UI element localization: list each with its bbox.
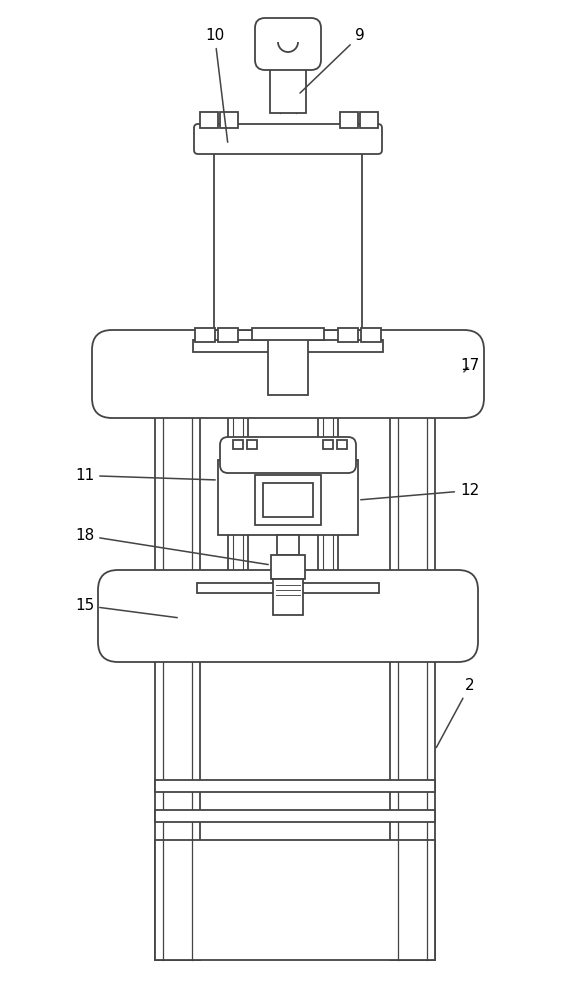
- Bar: [247, 440, 257, 449]
- Bar: [218, 328, 238, 342]
- Bar: [220, 112, 238, 128]
- Text: 15: 15: [75, 598, 177, 618]
- Bar: [361, 328, 381, 342]
- Bar: [255, 475, 321, 525]
- Text: 10: 10: [205, 28, 228, 142]
- Bar: [195, 328, 215, 342]
- Bar: [318, 395, 338, 583]
- Bar: [270, 55, 306, 113]
- Text: 9: 9: [300, 28, 365, 93]
- Bar: [193, 340, 383, 352]
- FancyBboxPatch shape: [220, 437, 356, 473]
- Bar: [271, 555, 305, 579]
- FancyBboxPatch shape: [194, 124, 382, 154]
- Bar: [252, 328, 324, 340]
- Text: 12: 12: [361, 483, 479, 500]
- Text: 18: 18: [75, 528, 268, 565]
- Bar: [214, 145, 362, 330]
- Bar: [390, 360, 435, 960]
- Text: 17: 17: [460, 358, 479, 373]
- Bar: [228, 395, 248, 583]
- Bar: [337, 440, 347, 449]
- Bar: [197, 583, 379, 593]
- Bar: [218, 460, 358, 535]
- Text: 11: 11: [75, 468, 215, 483]
- Bar: [155, 810, 435, 822]
- Bar: [155, 360, 200, 960]
- Bar: [263, 483, 313, 517]
- Bar: [340, 112, 358, 128]
- FancyBboxPatch shape: [98, 570, 478, 662]
- Text: 2: 2: [436, 678, 475, 748]
- FancyBboxPatch shape: [255, 18, 321, 70]
- Bar: [360, 112, 378, 128]
- Bar: [277, 535, 299, 555]
- Bar: [200, 112, 218, 128]
- Bar: [233, 440, 243, 449]
- Bar: [338, 328, 358, 342]
- FancyBboxPatch shape: [92, 330, 484, 418]
- Bar: [268, 330, 308, 395]
- Bar: [155, 780, 435, 792]
- Bar: [273, 579, 303, 615]
- Bar: [323, 440, 333, 449]
- Bar: [155, 840, 435, 960]
